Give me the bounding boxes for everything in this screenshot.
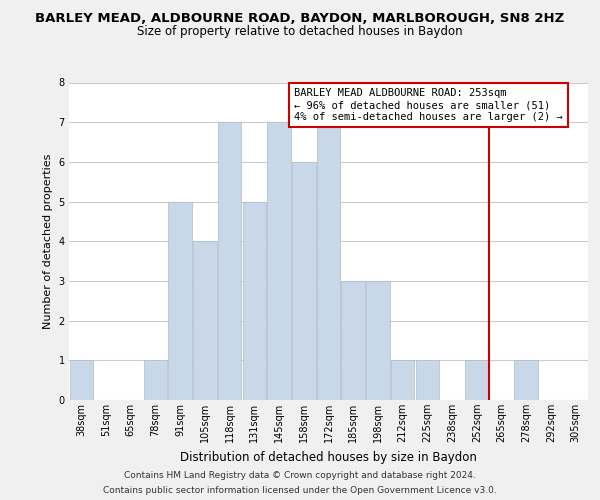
Bar <box>391 360 415 400</box>
Bar <box>317 122 340 400</box>
Bar <box>366 281 389 400</box>
Bar <box>169 202 192 400</box>
Text: BARLEY MEAD, ALDBOURNE ROAD, BAYDON, MARLBOROUGH, SN8 2HZ: BARLEY MEAD, ALDBOURNE ROAD, BAYDON, MAR… <box>35 12 565 26</box>
Bar <box>268 122 291 400</box>
Bar <box>193 242 217 400</box>
Text: BARLEY MEAD ALDBOURNE ROAD: 253sqm
← 96% of detached houses are smaller (51)
4% : BARLEY MEAD ALDBOURNE ROAD: 253sqm ← 96%… <box>294 88 563 122</box>
Text: Size of property relative to detached houses in Baydon: Size of property relative to detached ho… <box>137 25 463 38</box>
Bar <box>242 202 266 400</box>
Bar <box>416 360 439 400</box>
Bar <box>144 360 167 400</box>
Bar <box>465 360 488 400</box>
Bar <box>341 281 365 400</box>
Bar <box>218 122 241 400</box>
Y-axis label: Number of detached properties: Number of detached properties <box>43 154 53 329</box>
Text: Contains HM Land Registry data © Crown copyright and database right 2024.: Contains HM Land Registry data © Crown c… <box>124 471 476 480</box>
Text: Contains public sector information licensed under the Open Government Licence v3: Contains public sector information licen… <box>103 486 497 495</box>
Bar <box>514 360 538 400</box>
Bar <box>292 162 316 400</box>
X-axis label: Distribution of detached houses by size in Baydon: Distribution of detached houses by size … <box>180 450 477 464</box>
Bar <box>70 360 93 400</box>
